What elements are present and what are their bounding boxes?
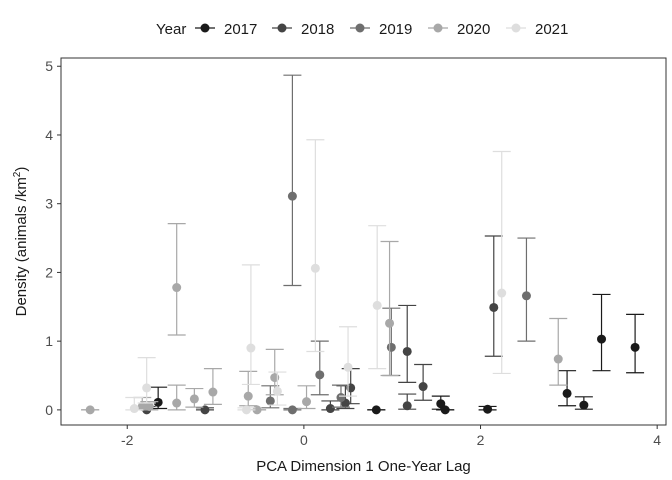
legend-key-point [200, 23, 210, 33]
data-point [246, 343, 256, 353]
series-2021 [125, 139, 511, 415]
legend-entry-2019: 2019 [350, 21, 412, 38]
data-point [402, 346, 412, 356]
legend-entries: 2017 2018 2019 2020 2021 [195, 21, 568, 38]
legend-key-point [355, 23, 365, 33]
data-point [241, 405, 251, 415]
legend-title: Year [156, 21, 186, 38]
legend-label: 2019 [379, 21, 412, 38]
data-point [265, 396, 275, 406]
data-point [386, 342, 396, 352]
data-point [579, 400, 589, 410]
data-point [287, 405, 297, 415]
series-2020 [81, 223, 568, 415]
y-tick-label: 0 [45, 402, 53, 418]
series-2017 [149, 293, 645, 415]
plot-area [60, 57, 667, 426]
data-point [497, 288, 507, 298]
series-layer [81, 74, 645, 415]
data-point [440, 405, 450, 415]
x-tick-label: -2 [121, 432, 134, 448]
data-point [315, 370, 325, 380]
data-point [385, 318, 395, 328]
y-tick-label: 4 [45, 127, 53, 143]
y-tick-label: 1 [45, 333, 53, 349]
legend-label: 2018 [301, 21, 334, 38]
data-point [630, 342, 640, 352]
x-axis: -2 0 2 4 [121, 425, 661, 448]
legend-entry-2021: 2021 [506, 21, 568, 38]
data-point [287, 191, 297, 201]
data-point [310, 263, 320, 273]
legend: Year 2017 2018 2019 2020 2021 [156, 21, 568, 38]
data-point [243, 391, 253, 401]
legend-entry-2017: 2017 [195, 21, 257, 38]
y-axis-title-superscript: 2 [12, 171, 23, 177]
data-point [402, 401, 412, 411]
data-point [483, 404, 493, 414]
data-point [562, 388, 572, 398]
legend-key-point [511, 23, 521, 33]
data-point [372, 300, 382, 310]
data-point [489, 302, 499, 312]
legend-entry-2018: 2018 [272, 21, 334, 38]
data-point [302, 397, 312, 407]
data-point [142, 383, 152, 393]
data-point [553, 354, 563, 364]
data-point [418, 382, 428, 392]
data-point [336, 393, 346, 403]
data-point [153, 397, 163, 407]
y-axis-title-end: ) [13, 167, 30, 172]
legend-key-point [433, 23, 443, 33]
data-point [597, 334, 607, 344]
data-point [172, 398, 182, 408]
panel-border [60, 57, 667, 426]
data-point [325, 404, 335, 414]
data-point [371, 405, 381, 415]
legend-key-point [277, 23, 287, 33]
y-axis-title: Density (animals /km2) [12, 167, 30, 317]
x-axis-title: PCA Dimension 1 One-Year Lag [256, 458, 471, 475]
y-tick-label: 5 [45, 58, 53, 74]
data-point [85, 405, 95, 415]
data-point [521, 291, 531, 301]
series-2019 [261, 74, 536, 415]
data-point [189, 394, 199, 404]
y-tick-label: 2 [45, 264, 53, 280]
legend-entry-2020: 2020 [428, 21, 490, 38]
legend-label: 2017 [224, 21, 257, 38]
data-point [272, 386, 282, 396]
y-axis: 0 1 2 3 4 5 [45, 58, 61, 418]
x-tick-label: 4 [653, 432, 661, 448]
legend-label: 2021 [535, 21, 568, 38]
y-tick-label: 3 [45, 196, 53, 212]
data-point [343, 362, 353, 372]
data-point [137, 401, 147, 411]
legend-label: 2020 [457, 21, 490, 38]
data-point [208, 387, 218, 397]
data-point [129, 404, 139, 414]
x-tick-label: 2 [477, 432, 485, 448]
data-point [172, 283, 182, 293]
y-axis-title-main: Density (animals /km [13, 177, 30, 316]
x-tick-label: 0 [300, 432, 308, 448]
data-point [144, 401, 154, 411]
